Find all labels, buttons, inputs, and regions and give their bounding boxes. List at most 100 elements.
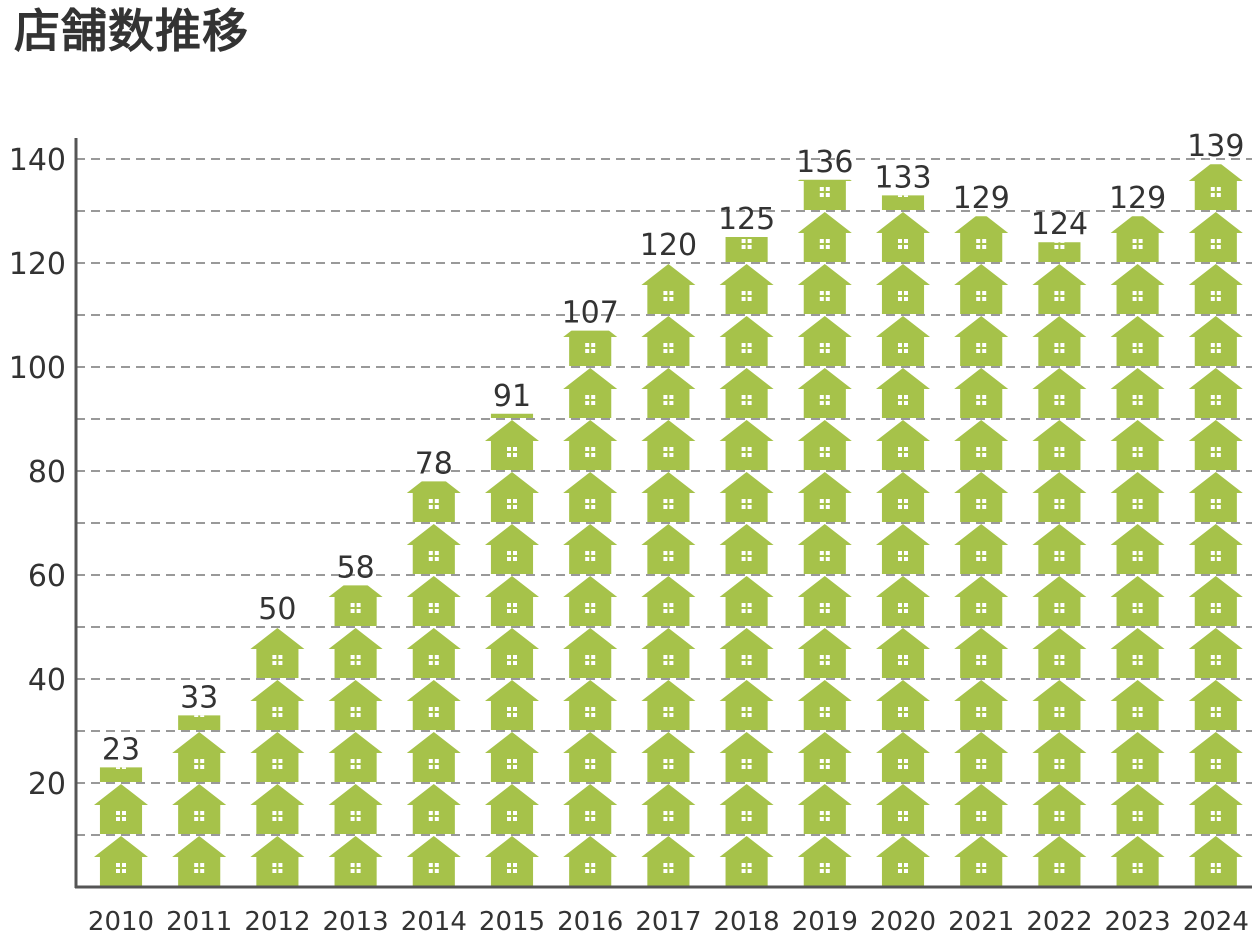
house-icon [954,368,1009,418]
data-label: 107 [562,296,619,331]
house-icon [954,732,1009,782]
house-icon [797,368,852,418]
house-icon [328,784,383,834]
house-icon [1188,212,1243,262]
house-icon [485,732,539,782]
data-label: 124 [1031,207,1088,242]
data-label: 120 [640,228,697,263]
house-icon [1038,242,1081,262]
house-icon [954,472,1009,522]
house-icon [485,680,539,730]
house-icon [719,732,774,782]
house-icon [797,316,852,366]
house-icon [1110,316,1165,366]
x-tick-label: 2016 [557,907,623,936]
data-label: 33 [180,680,218,715]
house-icon [954,316,1009,366]
y-tick-label: 60 [28,559,66,594]
house-icon [954,524,1009,574]
house-icon [406,732,461,782]
house-icon [250,732,305,782]
house-icon [1188,164,1243,210]
house-icon [1188,576,1243,626]
house-icon [954,420,1009,470]
x-tick-label: 2012 [244,907,310,936]
house-icon [1110,732,1165,782]
x-tick-label: 2017 [635,907,701,936]
bar-2020 [876,195,930,886]
house-icon [719,264,774,314]
house-icon [563,368,618,418]
bar-2011 [172,715,227,886]
bar-2022 [1032,242,1087,886]
house-icon [1032,368,1087,418]
data-label: 58 [337,550,375,585]
house-icon [1032,836,1087,886]
house-icon [328,628,383,678]
house-icon [172,732,227,782]
x-tick-label: 2022 [1026,907,1092,936]
house-icon [1032,472,1087,522]
house-icon [563,732,618,782]
house-icon [876,732,930,782]
house-icon [797,212,852,262]
house-icon [328,836,383,886]
bar-2018 [719,237,774,886]
house-icon [1188,524,1243,574]
house-icon [172,784,227,834]
data-label: 125 [718,202,775,237]
house-icon [1188,420,1243,470]
house-icon [1110,524,1165,574]
house-icon [641,680,696,730]
house-icon [563,836,618,886]
bar-2015 [485,413,539,886]
house-icon [876,212,930,262]
x-tick-label: 2019 [792,907,858,936]
house-icon [876,472,930,522]
house-icon [876,628,930,678]
x-tick-label: 2013 [323,907,389,936]
house-icon [250,836,305,886]
house-icon [641,524,696,574]
x-tick-label: 2024 [1183,907,1249,936]
data-labels: 23 33 50 58 78 91 107 120 125 136 133 129 124 129 139 [102,129,1245,767]
x-tick-label: 2010 [88,907,154,936]
house-icon [1110,628,1165,678]
house-icon [563,784,618,834]
data-label: 129 [1109,181,1166,216]
house-icon [641,368,696,418]
house-icon [1188,264,1243,314]
house-icon [641,316,696,366]
house-icon [876,316,930,366]
house-icon [1032,784,1087,834]
house-icon [1032,732,1087,782]
x-tick-label: 2018 [714,907,780,936]
house-icon [719,784,774,834]
bar-2024 [1188,164,1243,886]
house-icon [328,680,383,730]
house-icon [1110,472,1165,522]
house-icon [485,472,539,522]
house-icon [1110,216,1165,262]
house-icon [406,680,461,730]
house-icon [1110,836,1165,886]
house-icon [485,576,539,626]
house-icon [876,420,930,470]
house-icon [172,836,227,886]
bar-2013 [328,585,383,886]
house-icon [876,524,930,574]
house-icon [641,264,696,314]
house-icon [797,264,852,314]
house-icon [797,524,852,574]
data-label: 50 [258,592,296,627]
house-icon [1032,316,1087,366]
house-icon [1188,732,1243,782]
house-icon [797,680,852,730]
data-label: 23 [102,732,140,767]
house-icon [485,836,539,886]
house-icon [881,195,925,210]
house-icon [641,420,696,470]
x-tick-label: 2021 [948,907,1014,936]
house-icon [876,264,930,314]
house-icon [641,836,696,886]
